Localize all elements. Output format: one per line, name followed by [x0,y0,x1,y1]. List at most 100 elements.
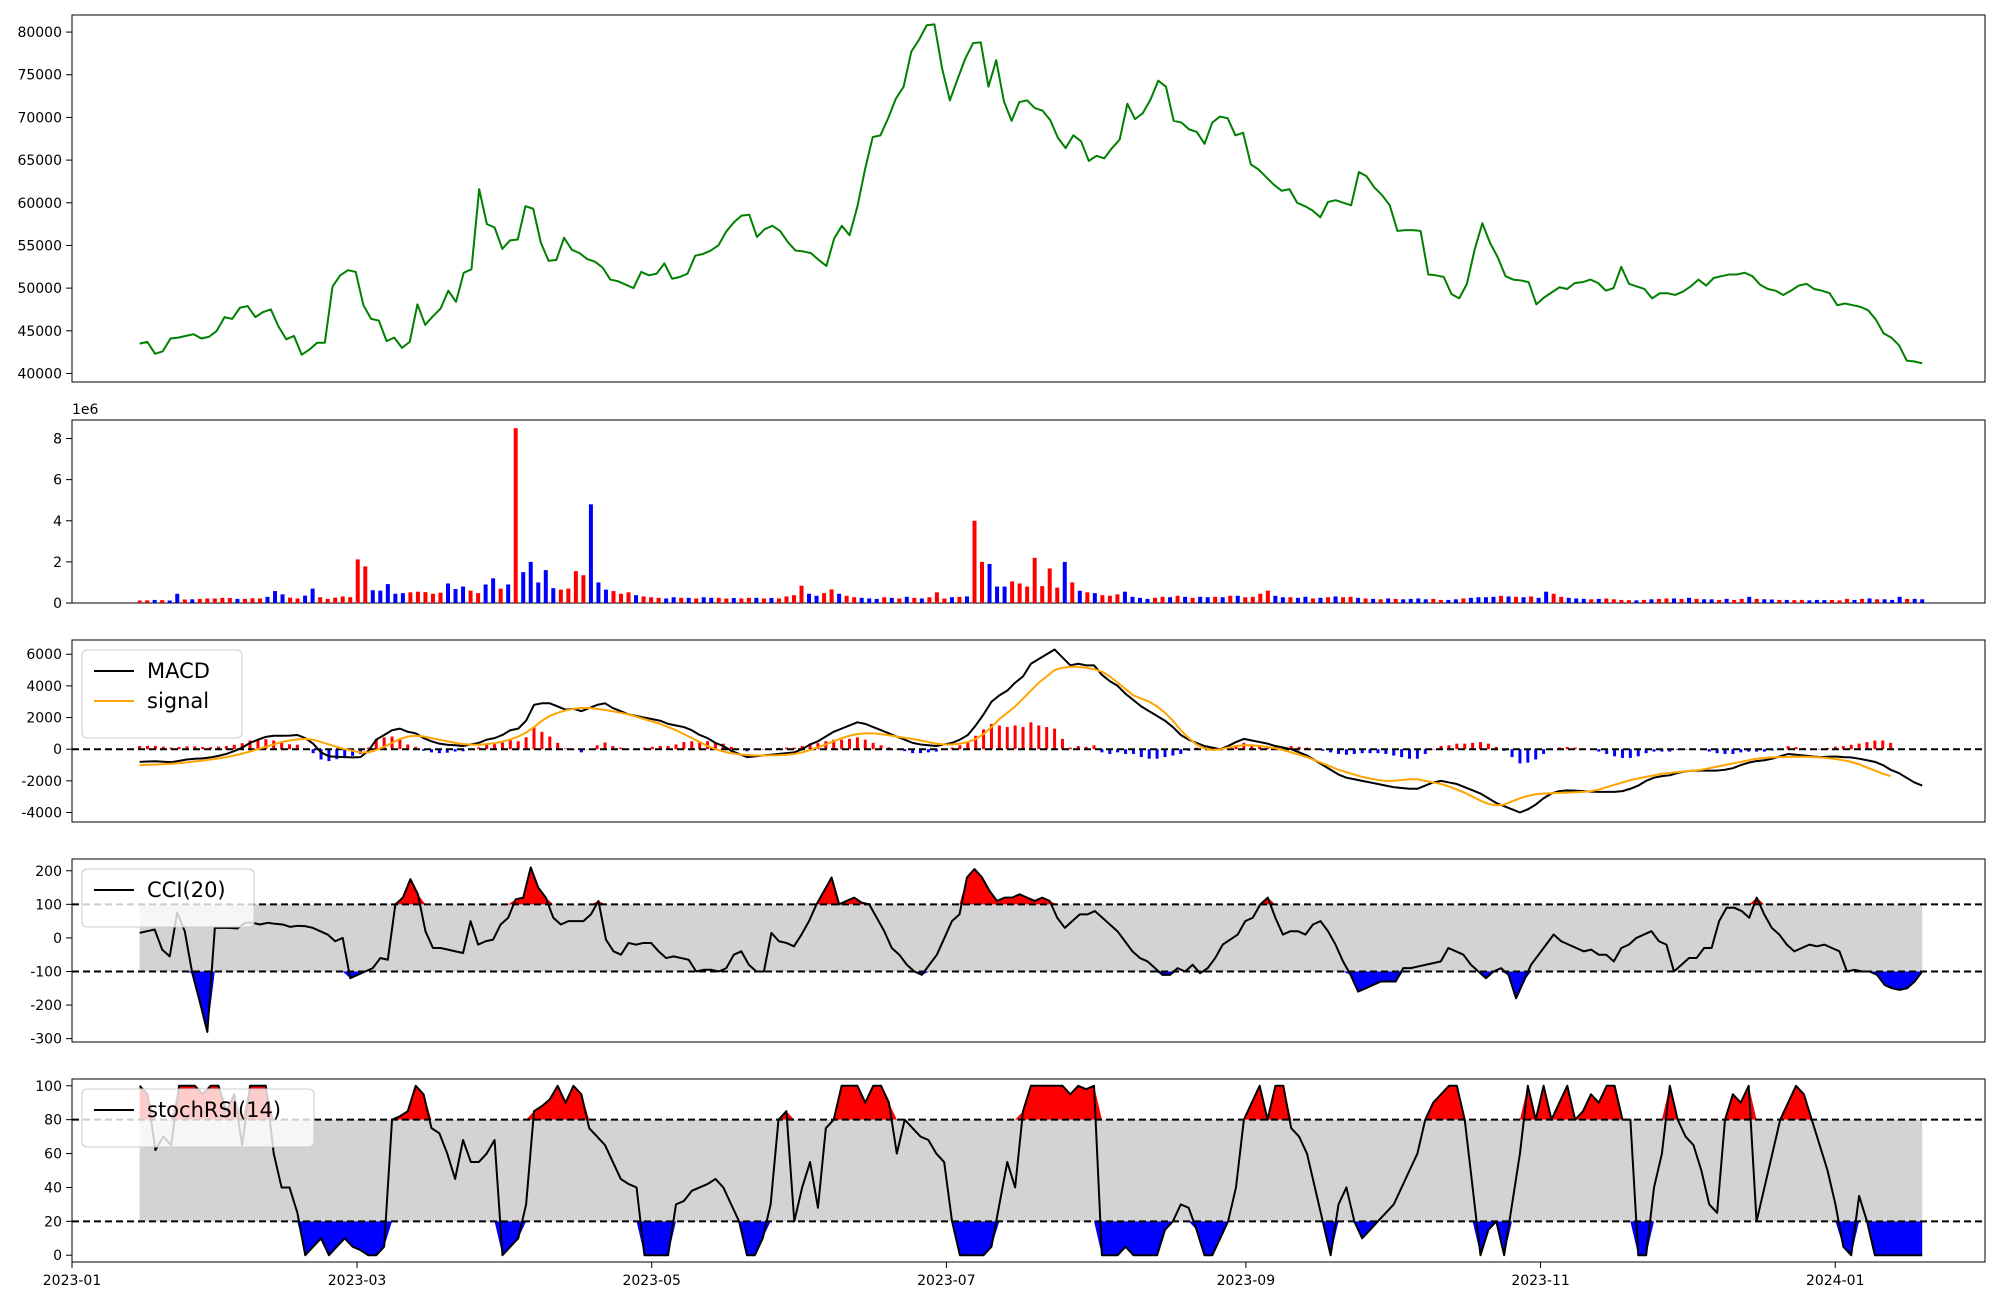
y-offset-label: 1e6 [72,402,99,418]
volume-bar [664,598,669,603]
macd-histogram-bar [1376,749,1380,754]
macd-histogram-bar [366,747,370,750]
macd-histogram-bar [1534,749,1538,760]
volume-bar [1499,595,1504,603]
macd-histogram-bar [1155,749,1159,759]
volume-bar [1912,598,1917,603]
y-tick-label: 200 [35,864,62,880]
macd-histogram-bar [1139,749,1143,758]
volume-bar [1679,598,1684,603]
volume-bar [190,599,195,603]
macd-histogram-bar [1660,749,1664,752]
macd-histogram-bar [1873,740,1877,750]
volume-bar [1514,596,1519,603]
macd-histogram-bar [674,744,678,750]
volume-bar [1265,590,1270,603]
macd-histogram-bar [1628,749,1632,758]
volume-bar [1303,596,1308,603]
macd-histogram-bar [650,746,654,750]
y-tick-label: 65000 [17,153,62,169]
volume-bar [1521,597,1526,603]
y-tick-label: -4000 [21,806,62,822]
volume-bar [1092,593,1097,603]
volume-bar [310,588,315,603]
volume-bar [1243,597,1248,603]
macd-histogram-bar [1234,745,1238,750]
volume-bar [1416,598,1421,603]
macd-histogram-bar [974,735,978,750]
volume-bar [1829,599,1834,603]
volume-bar [303,595,308,603]
macd-histogram-bar [1471,742,1475,750]
macd-histogram-bar [1747,749,1751,752]
volume-bar [949,597,954,603]
macd-histogram-bar [832,739,836,750]
volume-bar [1002,586,1007,603]
macd-histogram-bar [248,740,252,750]
macd-histogram-bar [800,746,804,750]
macd-histogram-bar [217,746,221,750]
volume-bar [1145,598,1150,603]
volume-bar [1130,596,1135,603]
macd-histogram-bar [690,741,694,750]
volume-bar [1799,599,1804,603]
macd-histogram-bar [374,738,378,750]
y-tick-label: 75000 [17,68,62,84]
macd-histogram-bar [256,739,260,750]
volume-bar [423,592,428,603]
volume-bar [227,598,232,603]
volume-bar [1190,597,1195,603]
volume-bar [1062,561,1067,603]
volume-bar [1822,600,1827,603]
macd-histogram-bar [1408,749,1412,759]
y-tick-label: 80 [44,1113,62,1129]
volume-bar [829,589,834,603]
macd-histogram-bar [698,742,702,750]
macd-histogram-bar [1068,747,1072,750]
x-tick-label: 2023-03 [328,1273,387,1289]
macd-histogram-bar [1337,749,1341,754]
macd-histogram-bar [224,746,228,750]
volume-bar [1656,598,1661,603]
volume-bar [476,593,481,603]
price-panel: 40000 45000 50000 55000 60000 65000 70000 75000… [17,14,1986,383]
volume-bar [137,600,142,603]
macd-histogram-bar [737,748,741,750]
volume-bar [513,428,518,603]
volume-bar [889,597,894,603]
macd-histogram-bar [485,744,489,750]
y-tick-label: 0 [53,931,62,947]
macd-histogram-bar [500,742,504,750]
macd-histogram-bar [311,749,315,754]
volume-bar [1295,597,1300,603]
macd-histogram-bar [1415,749,1419,759]
plot-frame [71,1078,1986,1263]
macd-histogram-bar [1526,749,1530,763]
volume-bar [1777,599,1782,603]
volume-bar [1468,597,1473,603]
volume-bar [1401,599,1406,603]
macd-histogram-bar [761,749,765,750]
volume-bar [1348,596,1353,603]
volume-bar [1235,595,1240,603]
y-tick-label: -2000 [21,774,62,790]
macd-histogram-bar [493,744,497,750]
volume-bar [1378,599,1383,603]
volume-bar [874,598,879,603]
macd-histogram-bar [1479,742,1483,750]
macd-histogram-bar [1849,744,1853,750]
y-tick-label: 8 [53,432,62,448]
volume-bar [205,598,210,603]
volume-bar [1326,597,1331,603]
cci-panel: -300 -200 -100 0 100 200 CCI(20) [30,858,1986,1048]
macd-histogram-bar [398,738,402,750]
volume-bar [378,590,383,603]
volume-bar [859,597,864,603]
volume-bar [1574,598,1579,603]
volume-bar [1724,598,1729,603]
macd-histogram-bar [729,746,733,750]
volume-bar [1198,596,1203,603]
y-tick-label: 6 [53,473,62,489]
macd-histogram-bar [1171,749,1175,756]
